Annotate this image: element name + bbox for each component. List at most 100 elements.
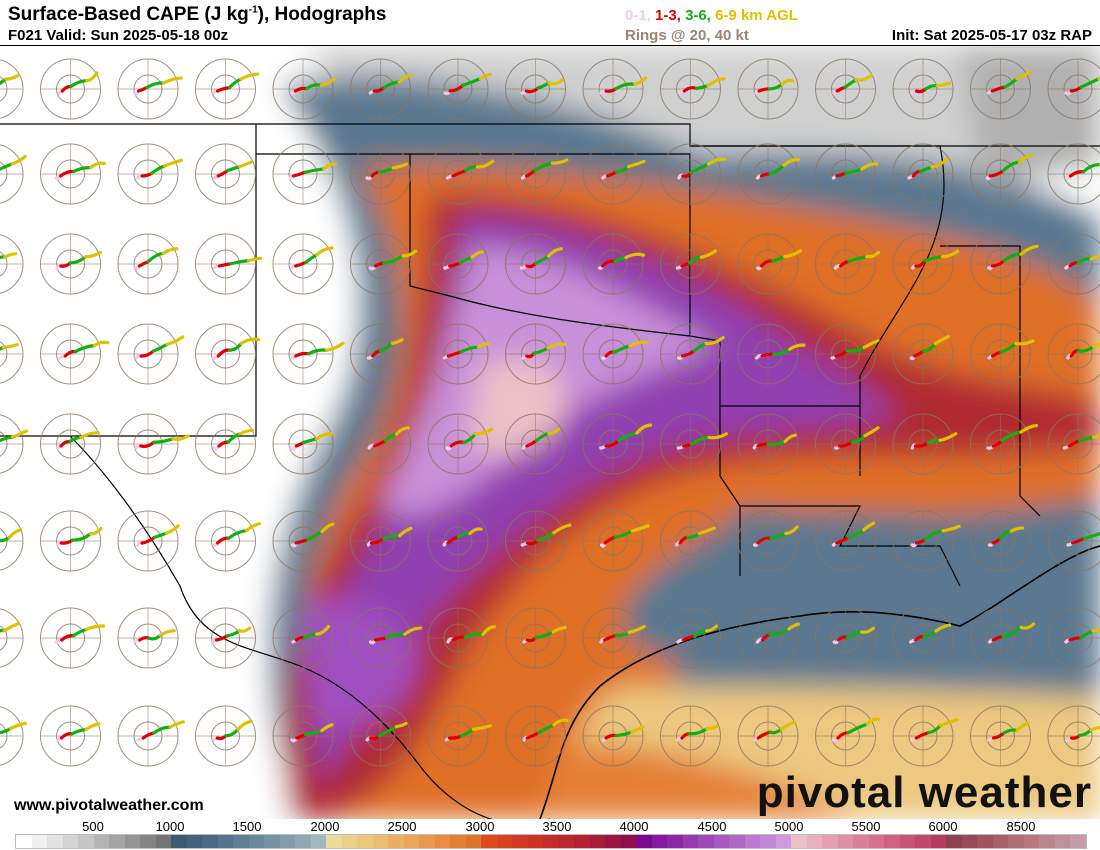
hodograph [350, 143, 411, 205]
hodograph-trace-6-9 [1, 343, 19, 350]
hodograph [1047, 413, 1100, 475]
hodograph [737, 413, 799, 475]
hodograph [195, 233, 263, 295]
colorbar-label: 2000 [310, 819, 340, 834]
colorbar-swatch [682, 835, 698, 848]
hodograph [892, 233, 960, 295]
hodograph [427, 323, 491, 385]
hodograph [505, 510, 572, 572]
colorbar-swatch [884, 835, 900, 848]
colorbar-label: 5500 [851, 819, 881, 834]
hodograph-trace-6-9 [3, 252, 18, 259]
hodograph [1047, 58, 1100, 120]
hodograph [660, 413, 728, 475]
colorbar-swatch [202, 835, 218, 848]
hodograph [117, 413, 190, 475]
title-text-end: ), Hodographs [257, 4, 387, 25]
hodograph [272, 58, 336, 120]
hodograph-trace-6-9 [788, 343, 806, 351]
hodograph-trace-3-6 [1001, 625, 1023, 638]
colorbar-swatch [930, 835, 946, 848]
hodograph-trace-6-9 [320, 522, 335, 534]
hodograph-grid [0, 58, 1100, 767]
hodograph-trace-6-9 [319, 77, 336, 87]
hodograph-trace-3-6 [536, 531, 556, 542]
hodograph [272, 233, 334, 295]
colorbar-swatch [465, 835, 481, 848]
hodograph-trace-6-9 [935, 81, 951, 88]
colorbar-swatch [233, 835, 249, 848]
hodograph-trace-3-6 [377, 725, 398, 738]
hodograph [582, 323, 649, 385]
hodograph-trace-6-9 [933, 335, 950, 346]
hodograph-trace-6-9 [860, 162, 879, 171]
hodograph [427, 607, 497, 669]
colorbar-swatch [93, 835, 109, 848]
colorbar-swatch [729, 835, 745, 848]
hodograph-trace-6-9 [476, 342, 491, 349]
colorbar-swatch [434, 835, 450, 848]
hodograph [582, 58, 648, 120]
hodograph-trace-3-6 [382, 254, 405, 265]
hodograph-trace-6-9 [941, 524, 961, 533]
hodograph-trace-6-9 [473, 427, 494, 436]
hodograph [815, 413, 880, 475]
colorbar-swatch [109, 835, 125, 848]
hodograph-trace-6-9 [171, 434, 190, 441]
colorbar-swatch [140, 835, 156, 848]
hodograph-trace-6-9 [1019, 622, 1036, 630]
colorbar-swatch [78, 835, 94, 848]
hodograph [0, 59, 24, 119]
hodograph [272, 413, 334, 475]
hodograph [970, 143, 1033, 205]
hodograph [892, 705, 959, 767]
hodograph [0, 234, 24, 294]
hodograph [117, 233, 179, 295]
hodograph [117, 510, 180, 572]
colorbar-swatch [124, 835, 140, 848]
colorbar-swatch [450, 835, 466, 848]
hodograph [40, 233, 102, 295]
hodograph [1047, 323, 1100, 385]
hodograph [40, 413, 101, 475]
hodograph-trace-6-9 [705, 724, 719, 731]
hodograph [970, 323, 1035, 385]
colorbar-swatch [388, 835, 404, 848]
hodograph [737, 607, 801, 669]
hodograph-trace-6-9 [862, 521, 875, 532]
hodograph [505, 323, 567, 385]
colorbar-label: 2500 [387, 819, 417, 834]
hodograph [892, 323, 954, 385]
hodograph-trace-6-9 [324, 341, 345, 352]
hodograph [195, 413, 256, 475]
hodograph-trace-6-9 [783, 249, 802, 259]
colorbar-swatch [574, 835, 590, 848]
hodograph-trace-6-9 [628, 340, 649, 348]
hodograph-trace-6-9 [475, 159, 495, 169]
hodograph-trace-6-9 [547, 427, 561, 435]
hodograph-trace-6-9 [165, 335, 185, 346]
hodograph-trace-6-9 [3, 73, 21, 81]
hodograph [660, 58, 726, 120]
hodograph-trace-3-6 [1000, 430, 1023, 443]
colorbar-swatch [372, 835, 388, 848]
hodograph [970, 58, 1032, 120]
hodograph-trace-6-9 [468, 527, 483, 536]
hodograph [40, 58, 101, 120]
colorbar-swatch [868, 835, 884, 848]
title-unit-exponent: -1 [248, 4, 258, 16]
hodograph-trace-6-9 [1092, 432, 1100, 439]
hodograph-trace-6-9 [624, 252, 646, 260]
hodograph [505, 705, 569, 767]
colorbar-label: 8500 [1006, 819, 1036, 834]
cape-colorbar [15, 834, 1087, 849]
hodograph [1047, 705, 1100, 767]
hodograph [582, 705, 646, 767]
colorbar-swatch [31, 835, 47, 848]
hodograph [737, 58, 799, 120]
colorbar-label: 1000 [155, 819, 185, 834]
colorbar-swatch [915, 835, 931, 848]
hodograph [815, 705, 881, 767]
hodograph [0, 608, 24, 668]
hodograph [40, 323, 110, 385]
